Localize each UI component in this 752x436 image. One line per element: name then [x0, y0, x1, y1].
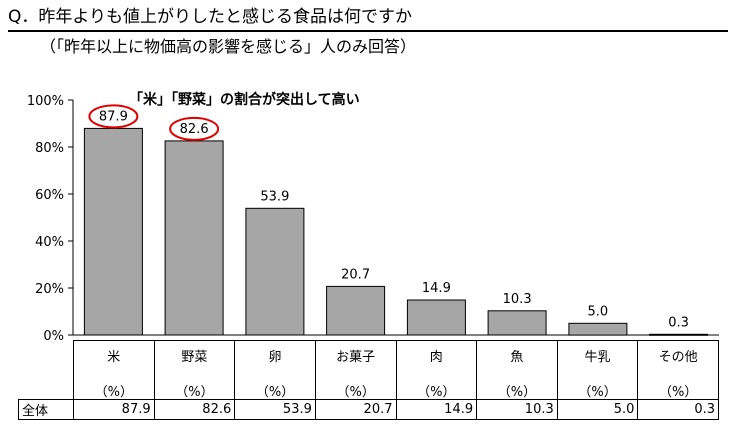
category-label: 卵: [268, 350, 282, 365]
bar-魚: [487, 310, 547, 336]
bar-その他: [649, 333, 709, 336]
y-tick-label: 80%: [35, 141, 64, 156]
bar-value-label: 53.9: [260, 189, 289, 204]
category-cell: お菓子 （%）: [314, 340, 397, 400]
total-value-cell: 82.6: [153, 399, 236, 420]
category-unit-label: （%）: [336, 385, 375, 400]
category-cell: 野菜 （%）: [153, 340, 236, 400]
category-unit-label: （%）: [175, 385, 214, 400]
question-title: Q．昨年よりも値上がりしたと感じる食品は何ですか: [8, 6, 728, 32]
bar-chart: 「米」「野菜」の割合が突出して高い 0% 20% 40% 60% 80% 100% 87.…: [27, 91, 719, 340]
bar-肉: [406, 299, 466, 336]
category-label: 魚: [510, 350, 524, 365]
total-row-label: 全体: [18, 399, 74, 420]
category-unit-label: （%）: [94, 385, 133, 400]
category-label: 肉: [429, 350, 443, 365]
total-value-cell: 20.7: [314, 399, 397, 420]
total-value-cell: 14.9: [395, 399, 478, 420]
y-tick-label: 20%: [35, 282, 64, 297]
bar-value-label: 82.6: [180, 122, 209, 137]
category-cell: 魚 （%）: [476, 340, 558, 400]
category-unit-label: （%）: [255, 385, 295, 400]
total-value-cell: 5.0: [556, 399, 639, 420]
category-cell: その他 （%）: [637, 340, 719, 400]
total-value-cell: 10.3: [476, 399, 558, 420]
bar-value-label: 87.9: [99, 109, 128, 124]
total-value-cell: 87.9: [73, 399, 155, 420]
highlight-circle: [88, 104, 139, 129]
category-cell: 肉 （%）: [395, 340, 478, 400]
bar-value-label: 5.0: [588, 304, 609, 319]
y-tick-label: 0%: [43, 329, 64, 340]
category-label: その他: [658, 350, 698, 365]
category-unit-label: （%）: [417, 385, 456, 400]
question-subtitle: （「昨年以上に物価高の影響を感じる」人のみ回答）: [40, 37, 417, 56]
highlight-circle: [169, 116, 220, 141]
category-unit-label: （%）: [578, 385, 617, 400]
category-table: 米 （%） 野菜 （%） 卵 （%） お菓子 （%） 肉 （%） 魚 （%） 牛乳 （%） その他 （%）: [73, 340, 719, 400]
category-label: 野菜: [181, 350, 208, 365]
bar-value-label: 14.9: [422, 281, 451, 296]
y-tick-label: 40%: [35, 235, 64, 250]
bar-牛乳: [568, 322, 628, 336]
category-cell: 卵 （%）: [234, 340, 316, 400]
category-cell: 牛乳 （%）: [556, 340, 639, 400]
category-label: 米: [107, 350, 121, 365]
bar-野菜: [164, 140, 224, 336]
category-unit-label: （%）: [659, 385, 698, 400]
bar-value-label: 10.3: [503, 292, 532, 307]
category-label: お菓子: [336, 350, 376, 365]
category-unit-label: （%）: [497, 385, 537, 400]
bar-お菓子: [326, 285, 386, 336]
bar-value-label: 20.7: [341, 267, 370, 282]
bar-卵: [245, 207, 305, 336]
y-tick-label: 100%: [27, 94, 64, 109]
category-label: 牛乳: [584, 350, 611, 365]
category-cell: 米 （%）: [73, 340, 155, 400]
y-tick-label: 60%: [35, 188, 64, 203]
chart-annotation: 「米」「野菜」の割合が突出して高い: [129, 91, 360, 108]
total-value-cell: 0.3: [637, 399, 719, 420]
bar-米: [83, 127, 143, 336]
bar-value-label: 0.3: [668, 315, 689, 330]
total-value-cell: 53.9: [234, 399, 316, 420]
total-table: 全体 87.9 82.6 53.9 20.7 14.9 10.3 5.0 0.3: [18, 399, 719, 420]
